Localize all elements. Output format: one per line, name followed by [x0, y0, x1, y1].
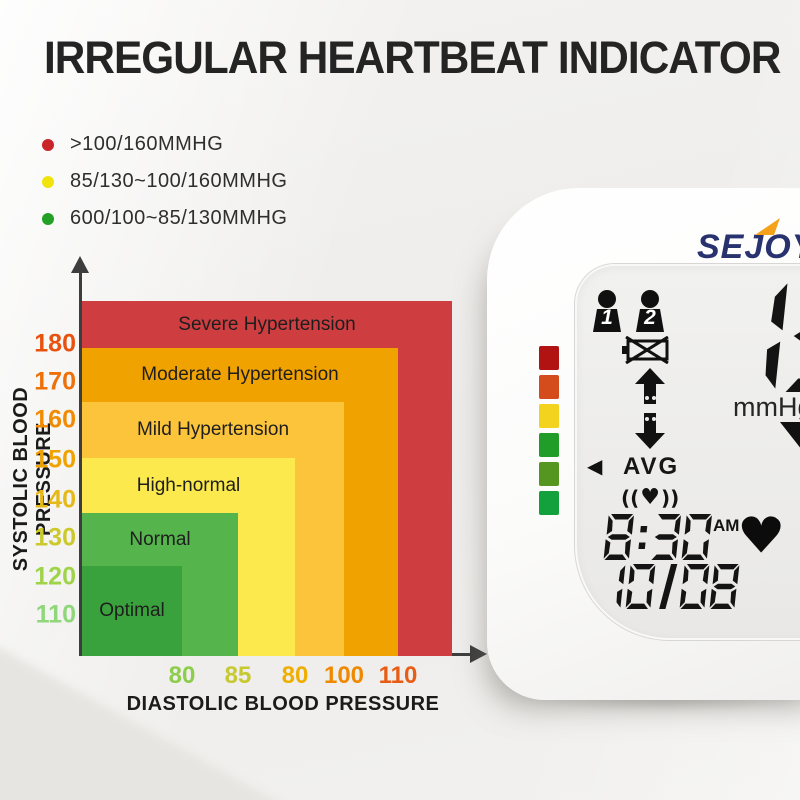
- bp-monitor-device: SEJOY 1 2: [487, 188, 800, 700]
- indicator-square: [539, 462, 559, 486]
- band-label-high-normal: High-normal: [136, 474, 241, 496]
- legend-item-red: >100/160MMHG: [42, 126, 287, 163]
- x-tick-100: 100: [323, 662, 365, 689]
- y-tick-140: 140: [34, 485, 76, 514]
- seg-char-0: [681, 514, 712, 560]
- page-title: IRREGULAR HEARTBEAT INDICATOR: [44, 32, 781, 83]
- seg-char-1: [765, 283, 788, 389]
- indicator-square: [539, 404, 559, 428]
- inflate-up-arrow-icon: [635, 368, 665, 409]
- seg-char-slash: [659, 564, 678, 609]
- x-tick-85: 85: [224, 662, 252, 689]
- y-tick-150: 150: [34, 445, 76, 474]
- seg-char-3: [651, 514, 682, 560]
- band-label-moderate-hypertension: Moderate Hypertension: [141, 364, 339, 385]
- indicator-square: [539, 491, 559, 515]
- band-label-mild-hypertension: Mild Hypertension: [136, 419, 290, 440]
- meridiem-label: AM: [713, 516, 740, 535]
- seg-char-0: [679, 564, 710, 609]
- seg-char-1: [616, 565, 626, 608]
- user-2-number: 2: [644, 306, 656, 329]
- avg-label: AVG: [623, 453, 680, 480]
- pulse-heart-icon: (( ♥ )): [621, 485, 679, 510]
- x-tick-80: 80: [281, 662, 309, 689]
- battery-crossed-icon: [622, 335, 670, 369]
- band-label-optimal: Optimal: [99, 600, 165, 621]
- y-tick-120: 120: [34, 562, 76, 591]
- user-icons: 1 2: [589, 290, 668, 332]
- lcd-display: 1 2: [575, 264, 800, 640]
- indicator-square: [539, 346, 559, 370]
- user-1-number: 1: [601, 306, 613, 329]
- green-dot-icon: [42, 212, 54, 225]
- y-axis-line: [79, 272, 82, 656]
- y-axis-arrow-icon: [71, 256, 89, 273]
- legend: >100/160MMHG 85/130~100/160MMHG 600/100~…: [42, 126, 287, 237]
- y-axis-title: SYSTOLIC BLOOD PRESSURE: [10, 386, 55, 572]
- seg-char-0: [625, 564, 656, 609]
- heartbeat-heart-icon: ♥: [737, 506, 786, 565]
- y-tick-180: 180: [34, 329, 76, 358]
- memory-left-triangle-icon: ◀: [587, 454, 603, 478]
- user-1-icon: 1: [589, 290, 625, 332]
- legend-label: 85/130~100/160MMHG: [70, 170, 288, 192]
- pulse-left-paren: ((: [621, 485, 640, 510]
- brand-logo: SEJOY: [697, 218, 800, 268]
- x-axis-title: DIASTOLIC BLOOD PRESSURE: [126, 693, 440, 715]
- risk-indicator-bar: [539, 346, 559, 515]
- deflate-down-arrow-icon: [635, 413, 665, 454]
- band-label-normal: Normal: [129, 528, 191, 550]
- y-tick-160: 160: [34, 405, 76, 434]
- date-display: [595, 564, 743, 609]
- y-tick-130: 130: [34, 523, 76, 552]
- legend-label: >100/160MMHG: [70, 133, 224, 155]
- band-optimal: [82, 566, 182, 656]
- x-tick-110: 110: [378, 662, 418, 689]
- seg-char-8: [603, 514, 634, 560]
- indicator-square: [539, 433, 559, 457]
- seg-char-colon: [638, 525, 647, 549]
- red-dot-icon: [42, 138, 54, 151]
- time-display: [603, 514, 716, 560]
- y-tick-110: 110: [35, 600, 76, 629]
- indicator-square: [539, 375, 559, 399]
- pulse-heart-glyph: ♥: [640, 485, 661, 510]
- brand-text: SEJOY: [697, 228, 800, 266]
- x-tick-80: 80: [168, 662, 196, 689]
- mmhg-unit-label: mmHg: [733, 392, 800, 422]
- yellow-dot-icon: [42, 175, 54, 188]
- legend-item-yellow: 85/130~100/160MMHG: [42, 163, 287, 200]
- seg-char-8: [709, 564, 740, 609]
- user-2-icon: 2: [632, 290, 668, 332]
- legend-label: 600/100~85/130MMHG: [70, 207, 288, 229]
- x-axis-arrow-icon: [470, 645, 487, 663]
- seg-char-3: [785, 329, 800, 392]
- y-tick-170: 170: [34, 367, 76, 396]
- indicator-triangle-icon: [780, 422, 800, 450]
- pressure-reading-display: [711, 280, 800, 392]
- legend-item-green: 600/100~85/130MMHG: [42, 200, 287, 237]
- band-label-severe-hypertension: Severe Hypertension: [178, 313, 356, 335]
- pulse-right-paren: )): [661, 485, 680, 510]
